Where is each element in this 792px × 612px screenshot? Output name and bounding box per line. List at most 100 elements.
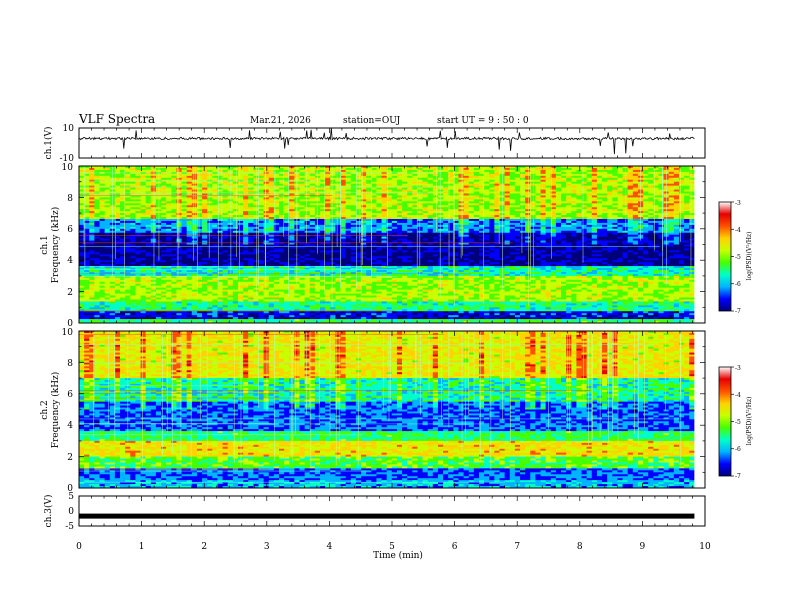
spectrogram-cell [186,228,193,232]
spectrogram-cell [150,218,157,222]
spectrogram-cell [171,303,177,306]
spectrogram-cell [186,281,193,285]
spectrogram-cell [84,205,90,208]
spectrogram-cell [196,319,203,322]
spectrogram-cell [212,281,218,285]
spectrogram-cell [140,256,147,259]
spectrogram-cell [212,203,218,206]
spectrogram-cell [114,319,121,322]
spectrogram-cell [89,313,95,316]
spectrogram-cell [176,291,182,294]
spectrogram-cell [94,262,100,265]
spectrogram-cell [227,297,234,300]
spectrogram-cell [227,281,234,285]
spectrogram-cell [181,270,188,273]
spectrogram-cell [166,287,172,291]
spectrogram-cell [222,177,229,181]
spectrogram-cell [212,250,218,253]
spectrogram-cell [114,250,121,253]
spectrogram-cell [135,289,141,292]
spectrogram-cell [217,307,223,310]
spectrogram-cell [114,195,121,198]
spectrogram-cell [171,193,177,196]
spectrogram-cell [166,201,172,204]
spectrogram-cell [120,319,126,322]
spectrogram-cell [114,293,121,296]
spectrogram-cell [104,303,111,306]
spectrogram-cell [166,291,172,294]
spectrogram-cell [212,266,218,269]
spectrogram-cell [227,197,234,200]
spectrogram-cell [186,236,193,240]
spectrogram-cell [161,293,167,296]
spectrogram-cell [135,236,141,240]
spectrogram-cell [191,264,198,267]
spectrogram-cell [222,191,229,194]
spectrogram-cell [114,248,121,251]
spectrogram-cell [79,279,85,283]
spectrogram-cell [217,273,223,277]
spectrogram-cell [181,291,188,294]
spectrogram-cell [161,315,167,318]
spectrogram-cell [191,244,198,247]
spectrogram-cell [120,279,126,283]
spectrogram-cell [84,307,90,310]
spectrogram-cell [89,203,95,206]
spectrogram-cell [212,193,218,196]
spectrogram-cell [227,222,234,226]
spectrogram-cell [84,250,90,253]
spectrogram-cell [99,173,106,177]
spectrogram-cell [227,273,234,277]
spectrogram-cell [202,189,208,192]
spectrogram-cell [207,275,213,279]
spectrogram-cell [171,244,177,247]
spectrogram-cell [212,321,218,324]
spectrogram-cell [212,305,218,308]
spectrogram-cell [79,215,85,218]
spectrogram-cell [217,228,223,232]
spectrogram-cell [140,297,147,300]
spectrogram-cell [130,175,136,179]
spectrogram-cell [130,313,136,316]
spectrogram-cell [145,271,152,275]
spectrogram-cell [125,289,131,292]
spectrogram-cell [227,293,234,296]
spectrogram-cell [140,277,147,281]
spectrogram-cell [191,260,198,263]
spectrogram-cell [161,181,167,185]
spectrogram-cell [212,181,218,185]
spectrogram-cell [212,315,218,318]
spectrogram-cell [161,281,167,285]
spectrogram-cell [79,254,85,257]
spectrogram-cell [181,299,188,302]
spectrogram-cell [161,166,167,169]
spectrogram-cell [130,195,136,198]
spectrogram-cell [171,207,177,210]
spectrogram-cell [171,220,177,224]
spectrogram-cell [161,246,167,249]
spectrogram-cell [181,220,188,224]
spectrogram-cell [166,248,172,251]
spectrogram-cell [196,205,203,208]
spectrogram-cell [104,201,111,204]
spectrogram-cell [120,209,126,212]
spectrogram-cell [99,207,106,210]
spectrogram-cell [135,213,141,216]
spectrogram-cell [125,262,131,265]
spectrogram-cell [191,195,198,198]
spectrogram-cell [104,309,111,312]
spectrogram-cell [232,218,239,222]
spectrogram-cell [171,203,177,206]
spectrogram-cell [222,195,229,198]
spectrogram-cell [166,311,172,314]
spectrogram-cell [125,242,131,245]
spectrogram-cell [181,266,188,269]
spectrogram-cell [196,301,203,304]
spectrogram-cell [181,283,188,287]
spectrogram-cell [222,218,229,222]
spectrogram-cell [212,256,218,259]
spectrogram-cell [99,305,106,308]
spectrogram-cell [166,218,172,222]
spectrogram-cell [79,207,85,210]
spectrogram-cell [181,313,188,316]
